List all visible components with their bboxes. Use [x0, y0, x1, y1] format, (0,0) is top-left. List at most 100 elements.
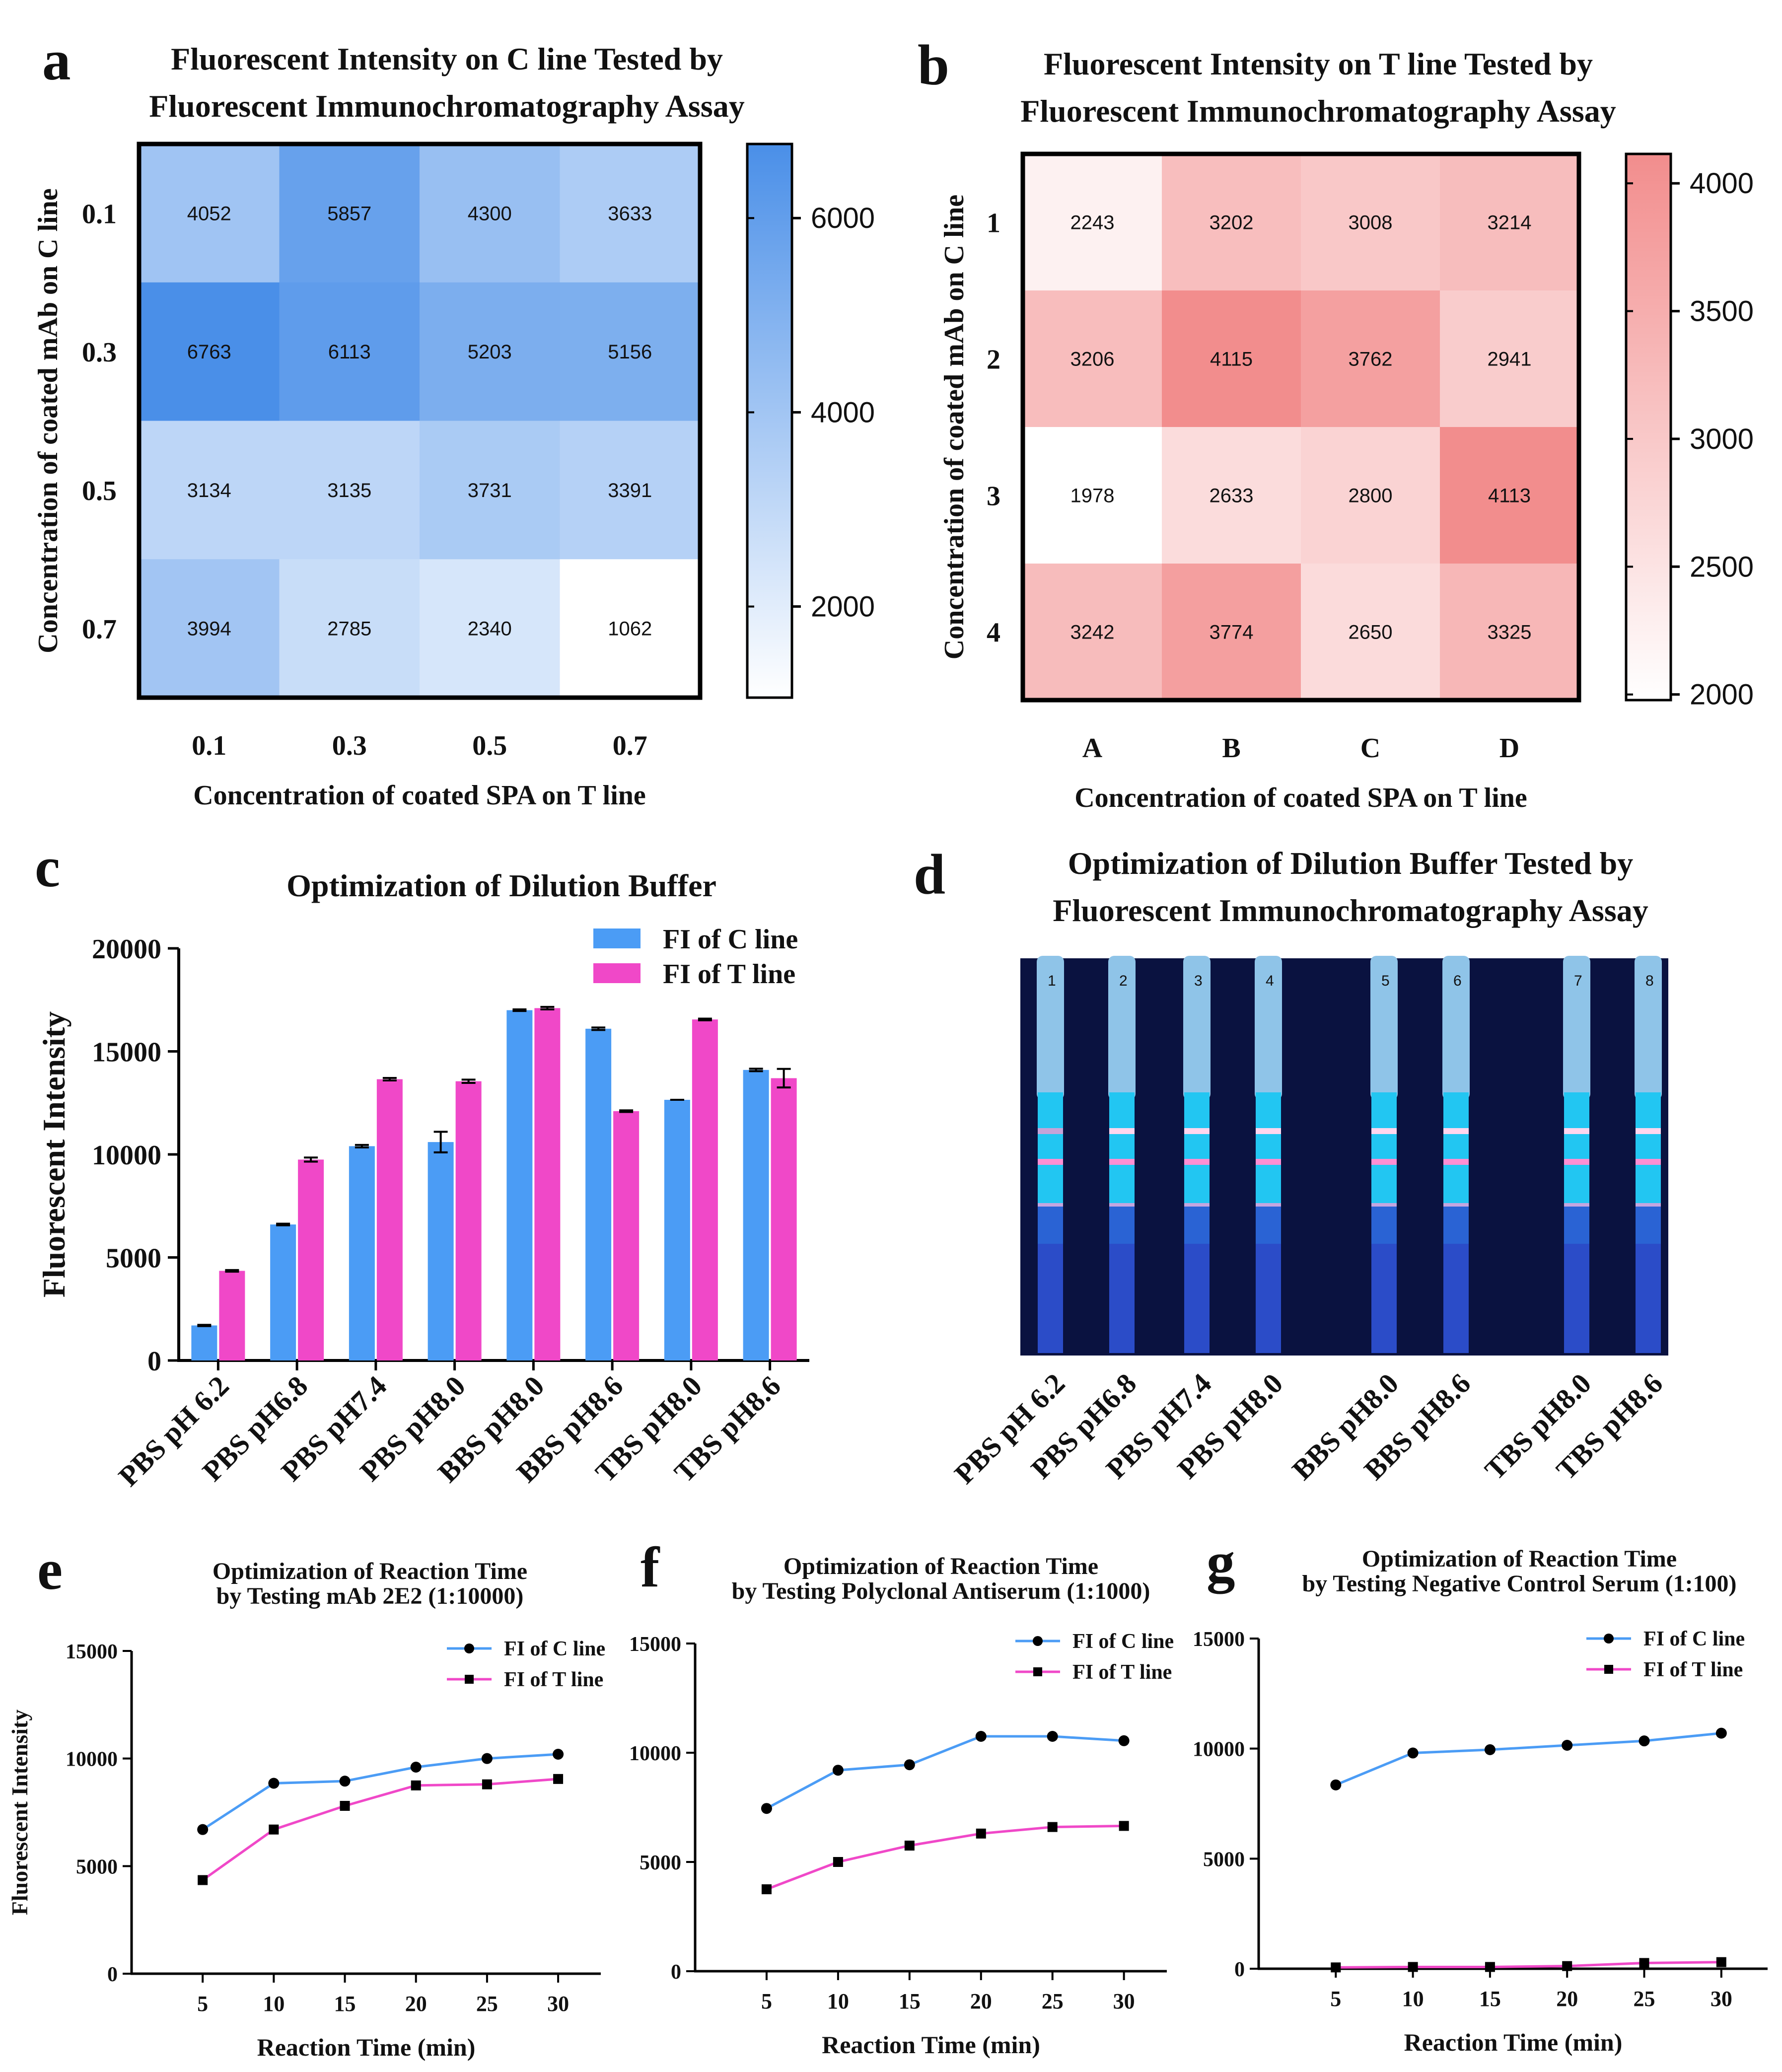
strip-sample-pad [1442, 956, 1470, 1100]
strip-membrane [1443, 1092, 1469, 1204]
strip-edge-line [1636, 1203, 1661, 1207]
heatmap-cell-value: 5857 [327, 203, 371, 224]
test-strip: 8 [1635, 956, 1662, 1353]
heatmap-cell-value: 3731 [468, 480, 512, 501]
strip-absorbent [1371, 1244, 1397, 1353]
panel-a-heatmap: Fluorescent Intensity on C line Tested b… [33, 41, 875, 811]
y-tick-label: 5000 [106, 1243, 161, 1274]
test-strip: 1 [1037, 956, 1064, 1353]
data-point-c [975, 1731, 987, 1742]
y-tick-label: 10000 [1193, 1738, 1245, 1761]
chart-title-line: by Testing Polyclonal Antiserum (1:1000) [732, 1578, 1150, 1604]
series-line-c [1335, 1732, 1722, 1786]
data-point-t [1716, 1957, 1726, 1967]
heatmap-cell [139, 559, 280, 698]
x-tick-label: 0.3 [332, 730, 367, 761]
panel-letter-g: g [1207, 1531, 1235, 1594]
x-tick-label: 25 [476, 1992, 498, 2016]
strip-t-line [1184, 1159, 1210, 1165]
strip-c-line [1636, 1128, 1661, 1134]
x-tick-label: 25 [1042, 1989, 1064, 2013]
strip-sample-pad [1370, 956, 1398, 1100]
data-point-t [1562, 1961, 1572, 1971]
legend-marker [1033, 1667, 1042, 1676]
x-axis-label: Concentration of coated SPA on T line [1074, 783, 1527, 813]
heatmap-cell-value: 4300 [468, 203, 512, 224]
data-point-t [1408, 1962, 1418, 1972]
data-point-c [339, 1776, 351, 1787]
strip-absorbent [1564, 1244, 1589, 1353]
heatmap-frame [137, 142, 703, 700]
x-tick-label: 20 [970, 1989, 992, 2013]
strip-t-line [1256, 1159, 1281, 1165]
strip-absorbent [1038, 1244, 1063, 1353]
legend-marker [1604, 1665, 1613, 1674]
strip-c-line [1564, 1128, 1589, 1134]
chart-title-line: Fluorescent Immunochromatography Assay [1020, 93, 1616, 129]
colorbar-tick-label: 4000 [1690, 167, 1754, 200]
strip-c-line [1443, 1128, 1469, 1134]
heatmap-cell-value: 6763 [187, 341, 231, 363]
strip-c-line [1371, 1128, 1397, 1134]
heatmap-cell [1440, 427, 1579, 564]
colorbar-tick-label: 3500 [1690, 295, 1754, 328]
strip-number: 3 [1194, 973, 1203, 989]
heatmap-cell-value: 3134 [187, 480, 231, 501]
y-axis-label: Fluorescent Intensity [36, 1011, 71, 1298]
data-point-t [1485, 1962, 1495, 1972]
strip-sample-pad [1108, 956, 1136, 1100]
data-point-t [1047, 1822, 1058, 1832]
y-tick-label: 2 [987, 345, 1000, 375]
strip-lower [1109, 1204, 1135, 1244]
strip-membrane [1109, 1092, 1135, 1204]
x-tick-label: 0.7 [613, 730, 647, 761]
test-strip: 3 [1183, 956, 1211, 1353]
series-line-c [766, 1735, 1124, 1810]
x-tick-label: 30 [547, 1992, 569, 2016]
heatmap-cell-value: 3391 [608, 480, 652, 501]
heatmap-cell-value: 3994 [187, 618, 231, 640]
strip-membrane [1184, 1092, 1210, 1204]
strip-membrane [1256, 1092, 1281, 1204]
x-tick-label: 15 [899, 1989, 921, 2013]
x-tick-label: 5 [761, 1989, 772, 2013]
strip-t-line [1564, 1159, 1589, 1165]
data-point-t [1331, 1962, 1341, 1973]
strip-lower [1443, 1204, 1469, 1244]
heatmap-cell-value: 4115 [1210, 349, 1253, 370]
heatmap-cell-value: 3206 [1070, 349, 1115, 370]
data-point-t [1639, 1958, 1649, 1968]
x-tick-label: 10 [1402, 1987, 1424, 2011]
data-point-t [553, 1774, 564, 1784]
strip-edge-line [1443, 1203, 1469, 1207]
heatmap-cell [1023, 427, 1162, 564]
series-line-t [1336, 1961, 1721, 1969]
heatmap-cell [560, 282, 701, 421]
legend-label: FI of C line [663, 924, 798, 955]
panel-letter-a: a [42, 29, 71, 92]
legend-label: FI of C line [1072, 1630, 1174, 1653]
heatmap-cell [1301, 427, 1440, 564]
strip-absorbent [1636, 1244, 1661, 1353]
colorbar [746, 143, 793, 699]
strip-membrane [1564, 1092, 1589, 1204]
heatmap-cell [1301, 154, 1440, 291]
x-tick-label: B [1222, 733, 1240, 764]
panel-c-bar-chart: Optimization of Dilution Buffer 0 5000 1000… [36, 868, 809, 1493]
heatmap-cell [1162, 564, 1301, 701]
heatmap-cell-value: 3008 [1349, 212, 1393, 234]
strip-number: 6 [1453, 973, 1462, 989]
legend-label: FI of T line [663, 959, 795, 990]
data-point-c [1484, 1744, 1496, 1755]
y-tick-label: 10000 [629, 1742, 681, 1765]
data-point-c [1118, 1735, 1130, 1746]
heatmap-cell [1440, 564, 1579, 701]
x-tick-label: 5 [197, 1992, 208, 2016]
data-point-t [269, 1824, 279, 1835]
heatmap-cell [139, 421, 280, 560]
y-tick-label: 0.3 [82, 337, 117, 368]
panel-d-strip-photo: Optimization of Dilution Buffer Tested b… [948, 846, 1669, 1490]
y-axis-label: Concentration of coated mAb on C line [939, 195, 970, 659]
strip-number: 7 [1574, 973, 1582, 989]
heatmap-cell-value: 2800 [1349, 485, 1393, 507]
